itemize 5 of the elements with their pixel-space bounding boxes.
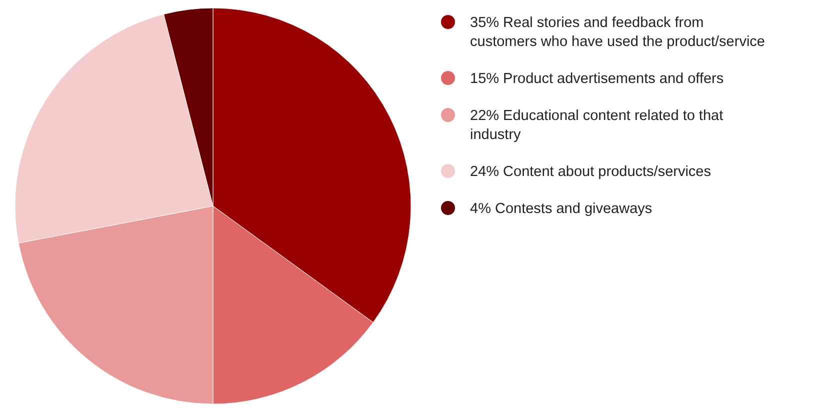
legend-label: 4% Contests and giveaways <box>470 201 652 217</box>
legend-label: 24% Content about products/services <box>470 164 711 180</box>
legend-label: 15% Product advertisements and offers <box>470 71 724 87</box>
legend-label: 35% Real stories and feedback from customers who have used the product/service <box>470 15 765 50</box>
legend-label: 22% Educational content related to that industry <box>470 108 724 143</box>
